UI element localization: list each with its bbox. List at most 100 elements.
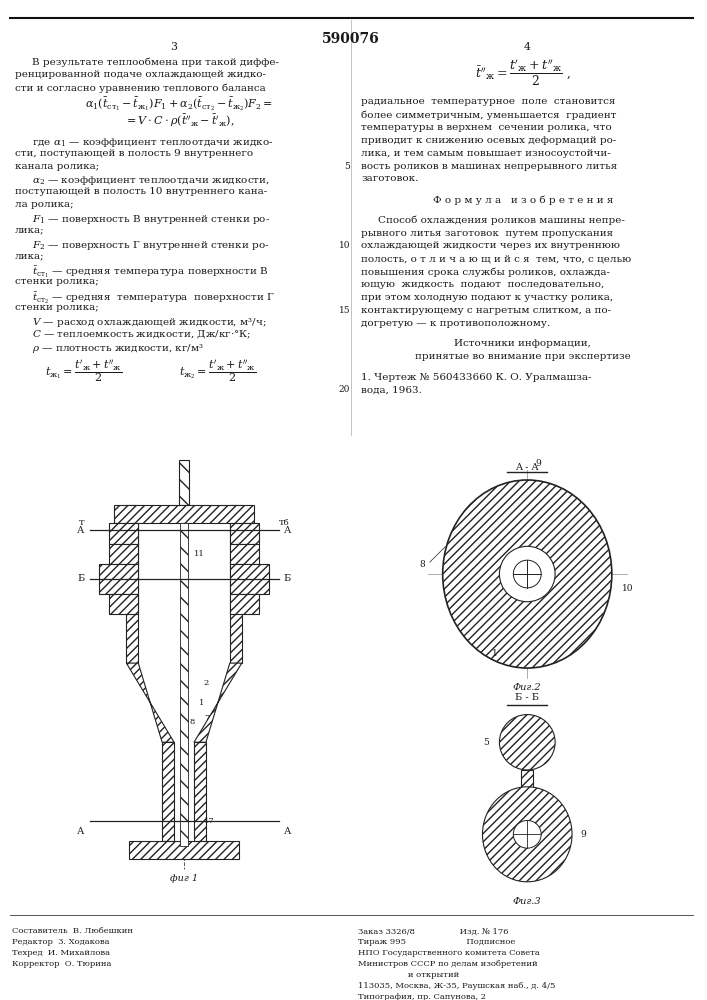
Text: Tб: Tб: [279, 519, 289, 527]
Text: 17: 17: [204, 817, 215, 825]
Text: Заказ 3326/8                 Изд. № 176: Заказ 3326/8 Изд. № 176: [358, 927, 508, 935]
Text: Корректор  О. Тюрина: Корректор О. Тюрина: [12, 960, 111, 968]
Text: В результате теплообмена при такой диффе-: В результате теплообмена при такой диффе…: [32, 57, 279, 67]
Text: Источники информации,: Источники информации,: [455, 339, 591, 348]
Text: НПО Государственного комитета Совета: НПО Государственного комитета Совета: [358, 949, 540, 957]
Text: $t_{\text{ж}_1} = \dfrac{t'_{\text{ж}} + t''_{\text{ж}}}{2}$: $t_{\text{ж}_1} = \dfrac{t'_{\text{ж}} +…: [45, 359, 122, 385]
Text: 1: 1: [199, 699, 204, 707]
Text: 5: 5: [484, 738, 489, 747]
Bar: [521, 770, 533, 790]
Circle shape: [499, 546, 555, 602]
Text: 9: 9: [580, 830, 585, 839]
Text: 8: 8: [189, 718, 194, 726]
Polygon shape: [230, 505, 242, 663]
Text: лика, и тем самым повышает износоустойчи-: лика, и тем самым повышает износоустойчи…: [361, 149, 611, 158]
Text: охлаждающей жидкости через их внутреннюю: охлаждающей жидкости через их внутреннюю: [361, 241, 620, 250]
Polygon shape: [230, 544, 259, 564]
Polygon shape: [194, 742, 206, 841]
Text: 20: 20: [339, 385, 350, 394]
Text: канала ролика;: канала ролика;: [15, 162, 99, 171]
Text: вода, 1963.: вода, 1963.: [361, 385, 422, 394]
Text: вость роликов в машинах непрерывного литья: вость роликов в машинах непрерывного лит…: [361, 162, 617, 171]
Polygon shape: [194, 663, 242, 742]
Text: $\alpha_1 (\bar{t}_{\text{ст}_1} - \bar{t}_{\text{ж}_1}) F_1 + \alpha_2 (\bar{t}: $\alpha_1 (\bar{t}_{\text{ст}_1} - \bar{…: [85, 96, 273, 113]
Text: $C$ — теплоемкость жидкости, Дж/кг·°К;: $C$ — теплоемкость жидкости, Дж/кг·°К;: [32, 329, 251, 341]
Text: и открытий: и открытий: [358, 971, 460, 979]
Text: 10: 10: [339, 241, 350, 250]
Text: $t_{\text{ж}_2} = \dfrac{t'_{\text{ж}} + t''_{\text{ж}}}{2}$: $t_{\text{ж}_2} = \dfrac{t'_{\text{ж}} +…: [179, 359, 257, 385]
Text: 9: 9: [535, 459, 541, 468]
Text: Фиг.3: Фиг.3: [513, 897, 542, 906]
Circle shape: [513, 820, 541, 848]
Text: поступающей в полость 10 внутреннего кана-: поступающей в полость 10 внутреннего кан…: [15, 187, 267, 196]
Bar: [180, 523, 188, 846]
Text: Министров СССР по делам изобретений: Министров СССР по делам изобретений: [358, 960, 538, 968]
Polygon shape: [127, 663, 174, 742]
Text: А: А: [284, 526, 291, 535]
Text: $F_1$ — поверхность В внутренней стенки ро-: $F_1$ — поверхность В внутренней стенки …: [32, 213, 270, 226]
Text: Редактор  З. Ходакова: Редактор З. Ходакова: [12, 938, 110, 946]
Text: 1. Чертеж № 560433660 К. О. Уралмашза-: 1. Чертеж № 560433660 К. О. Уралмашза-: [361, 373, 592, 382]
Circle shape: [513, 560, 541, 588]
Text: фиг 1: фиг 1: [170, 874, 198, 883]
Text: $\bar{t}_{\text{ст}_2}$ — средняя  температура  поверхности Г: $\bar{t}_{\text{ст}_2}$ — средняя темпер…: [32, 290, 274, 306]
Text: 113035, Москва, Ж-35, Раушская наб., д. 4/5: 113035, Москва, Ж-35, Раушская наб., д. …: [358, 982, 556, 990]
Text: рывного литья заготовок  путем пропускания: рывного литья заготовок путем пропускани…: [361, 229, 613, 238]
Text: 3: 3: [170, 42, 177, 52]
Text: полость, о т л и ч а ю щ и й с я  тем, что, с целью: полость, о т л и ч а ю щ и й с я тем, чт…: [361, 254, 631, 263]
Text: А: А: [77, 827, 85, 836]
Polygon shape: [162, 742, 174, 841]
Circle shape: [499, 715, 555, 770]
Text: лика;: лика;: [15, 252, 45, 261]
Text: где $\alpha_1$ — коэффициент теплоотдачи жидко-: где $\alpha_1$ — коэффициент теплоотдачи…: [32, 136, 273, 149]
Text: $\alpha_2$ — коэффициент теплоотдачи жидкости,: $\alpha_2$ — коэффициент теплоотдачи жид…: [32, 174, 269, 187]
Text: радиальное  температурное  поле  становится: радиальное температурное поле становится: [361, 97, 616, 106]
Ellipse shape: [482, 787, 572, 882]
Polygon shape: [127, 505, 139, 663]
Text: A - A: A - A: [515, 463, 539, 472]
Text: Техред  И. Михайлова: Техред И. Михайлова: [12, 949, 110, 957]
Text: $F_2$ — поверхность Г внутренней стенки ро-: $F_2$ — поверхность Г внутренней стенки …: [32, 239, 269, 252]
Text: $V$ — расход охлаждающей жидкости, м³/ч;: $V$ — расход охлаждающей жидкости, м³/ч;: [32, 316, 267, 329]
Text: Типография, пр. Сапунова, 2: Типография, пр. Сапунова, 2: [358, 993, 486, 1000]
Text: Ф о р м у л а   и з о б р е т е н и я: Ф о р м у л а и з о б р е т е н и я: [433, 195, 613, 205]
Text: заготовок.: заготовок.: [361, 174, 419, 183]
Text: догретую — к противоположному.: догретую — к противоположному.: [361, 319, 550, 328]
Text: Фиг.2: Фиг.2: [513, 683, 542, 692]
Polygon shape: [230, 594, 259, 614]
Text: приводит к снижению осевых деформаций ро-: приводит к снижению осевых деформаций ро…: [361, 136, 617, 145]
Text: лика;: лика;: [15, 226, 45, 235]
Polygon shape: [110, 544, 139, 564]
Text: стенки ролика;: стенки ролика;: [15, 277, 99, 286]
Text: А: А: [284, 827, 291, 836]
Text: 2: 2: [204, 679, 209, 687]
Text: $\bar{t}''_{\text{ж}} = \dfrac{t'_{\text{ж}} + t''_{\text{ж}}}{2}$ ,: $\bar{t}''_{\text{ж}} = \dfrac{t'_{\text…: [474, 57, 571, 88]
Text: 4: 4: [524, 42, 531, 52]
Text: 8: 8: [419, 560, 425, 569]
Text: Тираж 995                       Подписное: Тираж 995 Подписное: [358, 938, 515, 946]
Text: Б: Б: [77, 574, 85, 583]
Text: Б - Б: Б - Б: [515, 693, 539, 702]
Text: T: T: [79, 519, 85, 527]
Text: 11: 11: [194, 550, 205, 558]
Text: сти и согласно уравнению теплового баланса: сти и согласно уравнению теплового балан…: [15, 83, 266, 93]
Text: ренцированной подаче охлаждающей жидко-: ренцированной подаче охлаждающей жидко-: [15, 70, 266, 79]
Polygon shape: [110, 523, 139, 544]
Text: 5: 5: [344, 162, 350, 171]
Text: 7: 7: [204, 714, 209, 722]
Text: А: А: [77, 526, 85, 535]
Text: более симметричным, уменьшается  градиент: более симметричным, уменьшается градиент: [361, 110, 617, 120]
Bar: [179, 460, 189, 505]
Text: 1: 1: [491, 649, 498, 658]
Polygon shape: [230, 564, 269, 594]
Text: контактирующему с нагретым слитком, а по-: контактирующему с нагретым слитком, а по…: [361, 306, 612, 315]
Text: стенки ролика;: стенки ролика;: [15, 303, 99, 312]
Text: повышения срока службы роликов, охлажда-: повышения срока службы роликов, охлажда-: [361, 267, 610, 277]
Text: Составитель  В. Любешкин: Составитель В. Любешкин: [12, 927, 133, 935]
Text: принятые во внимание при экспертизе: принятые во внимание при экспертизе: [415, 352, 631, 361]
Text: 10: 10: [621, 584, 633, 593]
Polygon shape: [115, 505, 254, 523]
Text: температуры в верхнем  сечении ролика, что: температуры в верхнем сечении ролика, чт…: [361, 123, 612, 132]
Ellipse shape: [443, 480, 612, 668]
Text: 15: 15: [339, 306, 350, 315]
